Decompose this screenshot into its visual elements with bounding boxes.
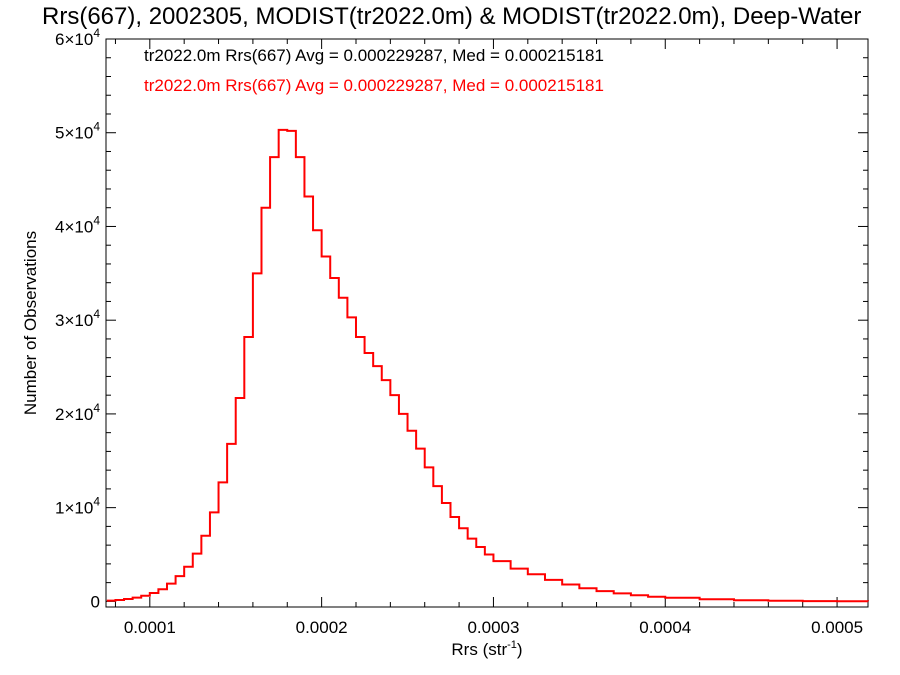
x-axis-label-close: ) [517, 640, 523, 659]
y-tick-label: 4×104 [55, 213, 100, 236]
x-axis-label-text: Rrs (str [451, 640, 507, 659]
x-axis-label-exponent: -1 [507, 639, 517, 651]
y-tick-label: 6×104 [55, 26, 100, 49]
plot-frame [105, 38, 869, 608]
y-tick-label-exponent: 4 [93, 120, 100, 134]
x-tick-label: 0.0005 [811, 618, 863, 637]
y-tick-label: 0 [91, 592, 100, 611]
chart-title: Rrs(667), 2002305, MODIST(tr2022.0m) & M… [42, 3, 861, 30]
annotation-text: tr2022.0m Rrs(667) Avg = 0.000229287, Me… [144, 76, 604, 95]
y-tick-label-base: 3×10 [55, 311, 93, 330]
y-tick-label: 1×104 [55, 495, 100, 518]
y-tick-label-base: 4×10 [55, 217, 93, 236]
x-tick-label: 0.0003 [467, 618, 519, 637]
x-axis-label: Rrs (str-1) [451, 639, 522, 659]
y-tick-label-exponent: 4 [93, 213, 100, 227]
series-layer [106, 128, 869, 603]
y-axis-label: Number of Observations [21, 231, 40, 415]
y-tick-label-exponent: 4 [93, 26, 100, 40]
annotation-text: tr2022.0m Rrs(667) Avg = 0.000229287, Me… [144, 46, 604, 65]
y-tick-label-base: 5×10 [55, 124, 93, 143]
x-axis: 0.0001 0.0002 0.0003 0.0004 0.0005 [114, 39, 863, 637]
annotations: tr2022.0m Rrs(667) Avg = 0.000229287, Me… [144, 46, 604, 95]
y-tick-label: 3×104 [55, 307, 100, 330]
y-tick-label-exponent: 4 [93, 495, 100, 509]
series-line [106, 128, 869, 603]
y-tick-label-base: 0 [91, 592, 100, 611]
x-tick-label: 0.0002 [296, 618, 348, 637]
y-tick-label-base: 2×10 [55, 405, 93, 424]
y-tick-label-base: 1×10 [55, 499, 93, 518]
y-tick-label: 5×104 [55, 120, 100, 143]
y-tick-label-base: 6×10 [55, 30, 93, 49]
y-tick-label-exponent: 4 [93, 307, 100, 321]
y-tick-label: 2×104 [55, 401, 100, 424]
y-tick-label-exponent: 4 [93, 401, 100, 415]
x-tick-label: 0.0004 [639, 618, 691, 637]
x-tick-label: 0.0001 [124, 618, 176, 637]
